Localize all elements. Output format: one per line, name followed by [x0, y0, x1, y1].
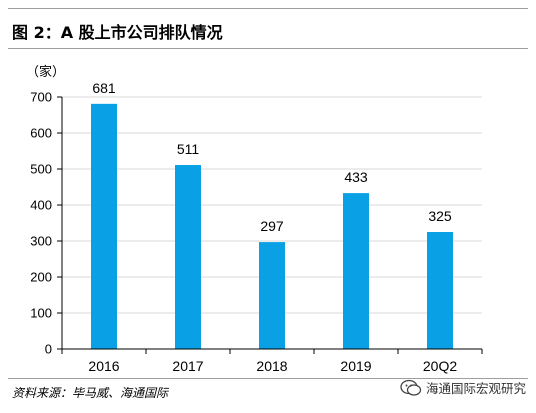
data-label: 297 — [260, 218, 284, 234]
axes — [61, 97, 482, 350]
source-note: 资料来源：毕马威、海通国际 — [12, 386, 169, 400]
y-tick-label: 700 — [30, 90, 52, 105]
x-tick-label: 2016 — [88, 358, 119, 374]
y-tick-label: 0 — [45, 342, 52, 357]
bar-data-labels: 681 511 297 433 325 — [92, 80, 452, 234]
data-label: 325 — [428, 208, 452, 224]
y-tick-label: 300 — [30, 234, 52, 249]
y-tick-label: 200 — [30, 270, 52, 285]
gridlines — [62, 96, 482, 314]
data-label: 681 — [92, 80, 116, 96]
bars — [91, 103, 453, 349]
y-tick-label: 500 — [30, 162, 52, 177]
bar-chart: （家） 0 100 200 300 400 500 600 700 681 511 297 433 3… — [26, 64, 483, 374]
bar-2017 — [175, 165, 201, 349]
watermark: 海通国际宏观研究 — [400, 378, 526, 397]
y-tick-label: 400 — [30, 198, 52, 213]
x-axis-ticks: 2016 2017 2018 2019 20Q2 — [61, 349, 483, 374]
watermark-text: 海通国际宏观研究 — [425, 381, 526, 396]
x-tick-label: 2018 — [256, 358, 287, 374]
x-tick-label: 2017 — [172, 358, 203, 374]
bar-2016 — [91, 103, 117, 349]
title-rule — [8, 48, 528, 49]
data-label: 433 — [344, 169, 368, 185]
y-tick-label: 600 — [30, 126, 52, 141]
bar-2019 — [343, 193, 369, 349]
figure-title: 图 2：A 股上市公司排队情况 — [12, 23, 223, 42]
x-tick-label: 20Q2 — [423, 358, 457, 374]
bottom-rule — [8, 378, 528, 379]
y-axis-ticks: 0 100 200 300 400 500 600 700 — [30, 90, 62, 357]
y-tick-label: 100 — [30, 306, 52, 321]
bar-20Q2 — [427, 232, 453, 349]
top-rule — [8, 8, 528, 9]
unit-label: （家） — [26, 64, 65, 80]
wechat-icon — [400, 379, 422, 396]
bar-2018 — [259, 242, 285, 349]
data-label: 511 — [177, 141, 200, 157]
x-tick-label: 2019 — [340, 358, 371, 374]
